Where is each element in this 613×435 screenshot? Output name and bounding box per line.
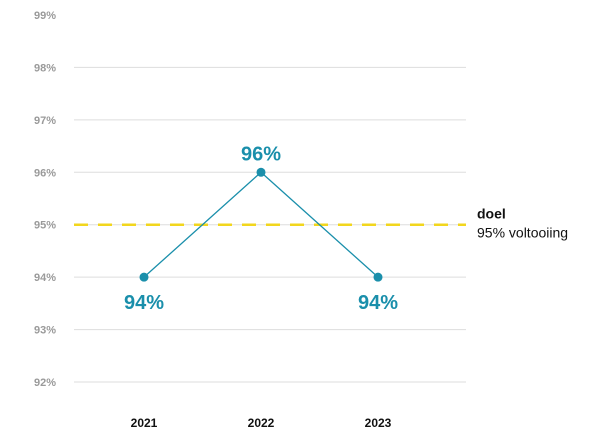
data-point (373, 272, 383, 282)
data-label: 94% (124, 292, 164, 314)
y-tick-label: 99% (34, 10, 56, 22)
data-point (139, 272, 149, 282)
x-tick-label: 2023 (365, 416, 392, 430)
x-axis-ticks: 2021 2022 2023 (131, 416, 392, 430)
series-line-group: 94% 96% 94% (124, 143, 398, 314)
y-tick-label: 92% (34, 377, 56, 389)
data-label: 94% (358, 292, 398, 314)
y-tick-label: 96% (34, 167, 56, 179)
target-line-group: doel 95% voltooiing (74, 206, 568, 241)
y-tick-label: 93% (34, 325, 56, 337)
data-label: 96% (241, 143, 281, 165)
y-tick-label: 95% (34, 220, 56, 232)
x-tick-label: 2022 (248, 416, 275, 430)
y-tick-label: 98% (34, 62, 56, 74)
y-axis-ticks: 92% 93% 94% 95% 96% 97% 98% 99% (34, 10, 56, 389)
x-tick-label: 2021 (131, 416, 158, 430)
y-tick-label: 94% (34, 272, 56, 284)
target-title: doel (477, 206, 506, 222)
y-tick-label: 97% (34, 115, 56, 127)
target-subtitle: 95% voltooiing (477, 225, 568, 241)
gridlines (74, 66, 466, 383)
data-point (256, 167, 266, 177)
